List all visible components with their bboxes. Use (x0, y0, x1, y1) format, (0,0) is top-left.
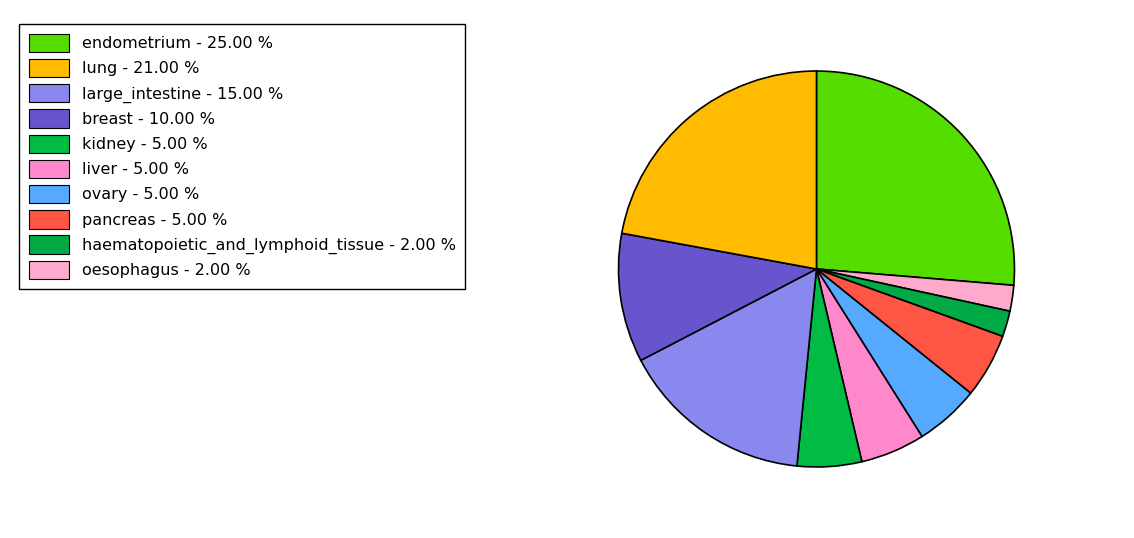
Wedge shape (641, 269, 816, 466)
Wedge shape (816, 269, 971, 436)
Wedge shape (797, 269, 862, 467)
Wedge shape (816, 269, 922, 462)
Wedge shape (816, 269, 1002, 393)
Wedge shape (621, 71, 816, 269)
Wedge shape (618, 233, 816, 360)
Legend: endometrium - 25.00 %, lung - 21.00 %, large_intestine - 15.00 %, breast - 10.00: endometrium - 25.00 %, lung - 21.00 %, l… (19, 24, 465, 289)
Wedge shape (816, 71, 1015, 285)
Wedge shape (816, 269, 1014, 311)
Wedge shape (816, 269, 1010, 336)
